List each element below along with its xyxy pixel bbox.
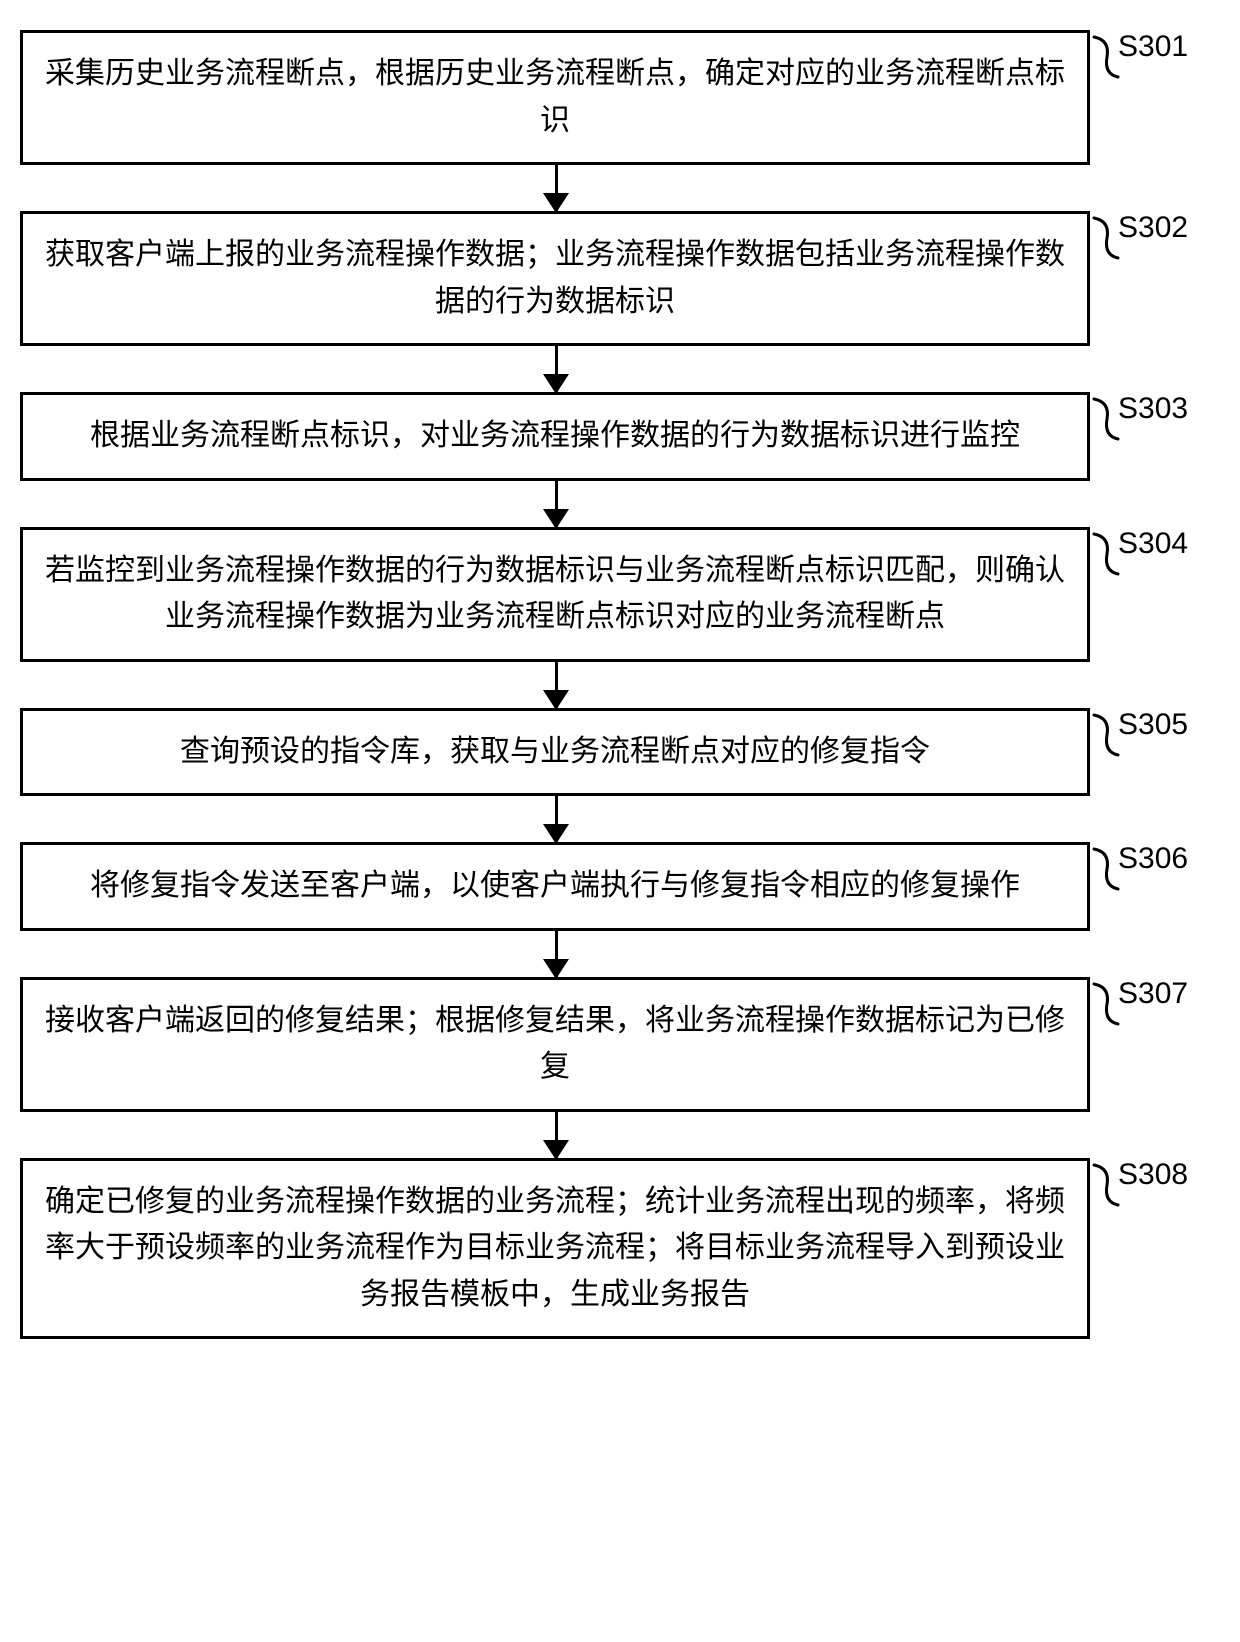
step-label-wrap: S305 (1092, 712, 1188, 758)
step-label-wrap: S307 (1092, 981, 1188, 1027)
flow-step-row: 将修复指令发送至客户端，以使客户端执行与修复指令相应的修复操作S306 (20, 842, 1220, 931)
flow-step-row: 查询预设的指令库，获取与业务流程断点对应的修复指令S305 (20, 708, 1220, 797)
step-label-wrap: S308 (1092, 1162, 1188, 1208)
flow-step-row: 接收客户端返回的修复结果；根据修复结果，将业务流程操作数据标记为已修复S307 (20, 977, 1220, 1112)
arrow-slot (20, 346, 1220, 392)
step-id-label: S308 (1118, 1158, 1188, 1192)
arrow-slot (20, 796, 1220, 842)
flow-step-row: 获取客户端上报的业务流程操作数据；业务流程操作数据包括业务流程操作数据的行为数据… (20, 211, 1220, 346)
arrow-slot (20, 1112, 1220, 1158)
arrow-slot (20, 662, 1220, 708)
down-arrow (555, 662, 558, 708)
down-arrow (555, 931, 558, 977)
flow-step-box: 查询预设的指令库，获取与业务流程断点对应的修复指令 (20, 708, 1090, 797)
step-id-label: S301 (1118, 30, 1188, 64)
arrow-slot (20, 165, 1220, 211)
flow-step-row: 采集历史业务流程断点，根据历史业务流程断点，确定对应的业务流程断点标识S301 (20, 30, 1220, 165)
step-id-label: S302 (1118, 211, 1188, 245)
step-id-label: S303 (1118, 392, 1188, 426)
flow-step-box: 接收客户端返回的修复结果；根据修复结果，将业务流程操作数据标记为已修复 (20, 977, 1090, 1112)
arrow-slot (20, 481, 1220, 527)
flow-step-row: 确定已修复的业务流程操作数据的业务流程；统计业务流程出现的频率，将频率大于预设频… (20, 1158, 1220, 1340)
flow-step-box: 采集历史业务流程断点，根据历史业务流程断点，确定对应的业务流程断点标识 (20, 30, 1090, 165)
down-arrow (555, 796, 558, 842)
step-id-label: S307 (1118, 977, 1188, 1011)
step-id-label: S306 (1118, 842, 1188, 876)
flow-step-box: 根据业务流程断点标识，对业务流程操作数据的行为数据标识进行监控 (20, 392, 1090, 481)
down-arrow (555, 346, 558, 392)
step-label-wrap: S301 (1092, 34, 1188, 80)
flow-step-box: 若监控到业务流程操作数据的行为数据标识与业务流程断点标识匹配，则确认业务流程操作… (20, 527, 1090, 662)
step-label-wrap: S306 (1092, 846, 1188, 892)
down-arrow (555, 481, 558, 527)
step-id-label: S304 (1118, 527, 1188, 561)
step-label-wrap: S303 (1092, 396, 1188, 442)
down-arrow (555, 1112, 558, 1158)
flow-step-box: 获取客户端上报的业务流程操作数据；业务流程操作数据包括业务流程操作数据的行为数据… (20, 211, 1090, 346)
step-id-label: S305 (1118, 708, 1188, 742)
arrow-slot (20, 931, 1220, 977)
down-arrow (555, 165, 558, 211)
flow-step-box: 将修复指令发送至客户端，以使客户端执行与修复指令相应的修复操作 (20, 842, 1090, 931)
flow-step-row: 若监控到业务流程操作数据的行为数据标识与业务流程断点标识匹配，则确认业务流程操作… (20, 527, 1220, 662)
flow-step-box: 确定已修复的业务流程操作数据的业务流程；统计业务流程出现的频率，将频率大于预设频… (20, 1158, 1090, 1340)
flowchart-container: 采集历史业务流程断点，根据历史业务流程断点，确定对应的业务流程断点标识S301获… (20, 30, 1220, 1339)
step-label-wrap: S304 (1092, 531, 1188, 577)
flow-step-row: 根据业务流程断点标识，对业务流程操作数据的行为数据标识进行监控S303 (20, 392, 1220, 481)
step-label-wrap: S302 (1092, 215, 1188, 261)
